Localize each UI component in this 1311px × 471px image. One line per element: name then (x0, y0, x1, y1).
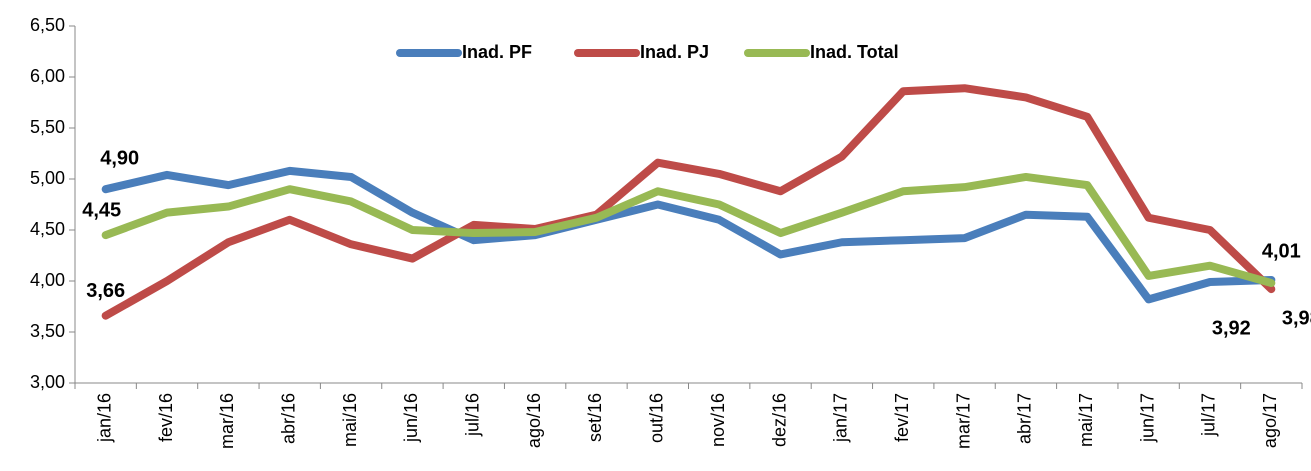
y-tick-label: 4,00 (30, 270, 65, 290)
x-tick-label: jul/17 (1199, 393, 1219, 437)
y-tick-label: 4,50 (30, 219, 65, 239)
x-tick-label: out/16 (647, 393, 667, 443)
data-label: 3,66 (86, 280, 125, 302)
y-tick-label: 3,00 (30, 372, 65, 392)
series-line (101, 172, 1276, 288)
x-tick-label: nov/16 (708, 393, 728, 447)
legend-label: Inad. Total (810, 42, 899, 62)
y-tick-label: 6,00 (30, 66, 65, 86)
x-tick-label: jun/16 (401, 393, 421, 443)
data-label: 3,92 (1212, 317, 1251, 339)
data-label: 4,45 (82, 199, 121, 221)
series-line (101, 166, 1276, 304)
x-tick-label: mar/17 (953, 393, 973, 449)
x-tick-label: fev/16 (156, 393, 176, 442)
x-tick-label: ago/17 (1260, 393, 1280, 448)
x-tick-label: jan/16 (94, 393, 114, 443)
data-label: 4,90 (100, 147, 139, 169)
x-tick-label: mai/16 (340, 393, 360, 447)
legend-label: Inad. PF (462, 42, 532, 62)
x-tick-label: abr/16 (278, 393, 298, 444)
y-tick-label: 3,50 (30, 321, 65, 341)
x-tick-label: jan/17 (831, 393, 851, 443)
y-tick-label: 5,00 (30, 168, 65, 188)
series-line (101, 84, 1276, 320)
x-tick-label: jul/16 (463, 393, 483, 437)
data-label: 3,98 (1282, 307, 1311, 329)
x-tick-label: set/16 (585, 393, 605, 442)
x-tick-label: abr/17 (1015, 393, 1035, 444)
x-tick-label: dez/16 (769, 393, 789, 447)
x-tick-label: ago/16 (524, 393, 544, 448)
legend-label: Inad. PJ (640, 42, 709, 62)
x-tick-label: jun/17 (1137, 393, 1157, 443)
x-tick-label: fev/17 (892, 393, 912, 442)
x-tick-label: mar/16 (217, 393, 237, 449)
data-label: 4,01 (1262, 240, 1301, 262)
y-tick-label: 6,50 (30, 15, 65, 35)
x-tick-label: mai/17 (1076, 393, 1096, 447)
y-tick-label: 5,50 (30, 117, 65, 137)
